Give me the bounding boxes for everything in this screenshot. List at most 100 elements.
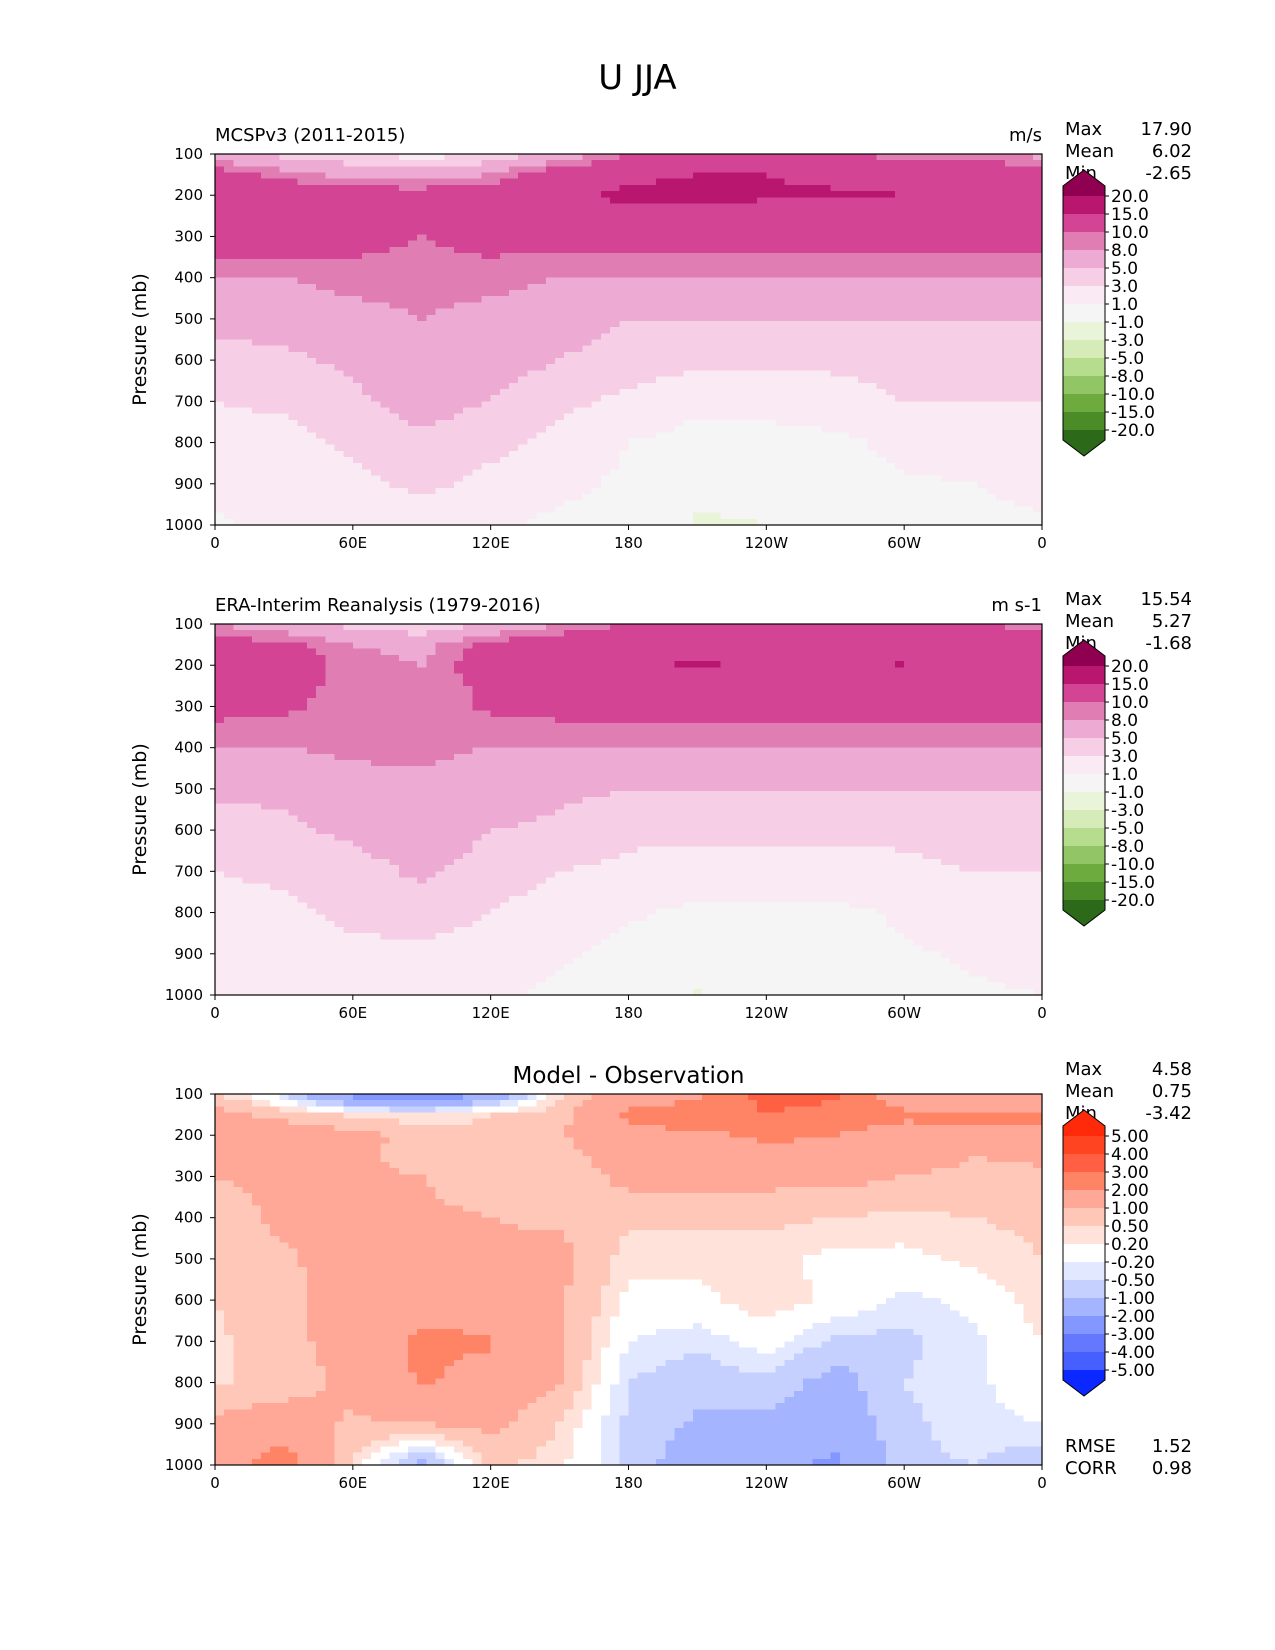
contour-cell xyxy=(389,339,400,347)
contour-cell xyxy=(316,259,326,266)
contour-cell xyxy=(407,290,418,297)
contour-cell xyxy=(499,191,510,198)
contour-cell xyxy=(996,191,1006,198)
contour-cell xyxy=(1023,191,1034,198)
contour-cell xyxy=(913,401,924,409)
contour-cell xyxy=(453,234,464,242)
contour-cell xyxy=(996,395,1006,402)
contour-cell xyxy=(904,265,914,273)
contour-cell xyxy=(224,271,234,279)
contour-cell xyxy=(1032,376,1043,384)
contour-cell xyxy=(803,228,813,235)
contour-cell xyxy=(885,252,896,260)
contour-cell xyxy=(1014,259,1025,266)
contour-cell xyxy=(757,197,767,205)
contour-cell xyxy=(674,450,685,458)
contour-cell xyxy=(325,395,336,402)
contour-cell xyxy=(380,259,391,266)
contour-cell xyxy=(1005,345,1016,353)
contour-cell xyxy=(215,413,225,421)
contour-cell xyxy=(398,240,409,248)
contour-cell xyxy=(757,463,767,470)
contour-cell xyxy=(564,308,574,316)
contour-cell xyxy=(444,327,455,334)
contour-cell xyxy=(922,265,933,273)
contour-cell xyxy=(692,438,703,446)
contour-cell xyxy=(904,178,914,186)
contour-cell xyxy=(1014,376,1025,384)
contour-cell xyxy=(674,456,685,464)
contour-cell xyxy=(885,191,896,198)
contour-cell xyxy=(389,487,400,495)
contour-cell xyxy=(996,252,1006,260)
contour-cell xyxy=(738,314,749,322)
contour-cell xyxy=(352,370,363,378)
contour-cell xyxy=(490,438,501,446)
contour-cell xyxy=(720,444,731,452)
contour-cell xyxy=(352,376,363,384)
contour-cell xyxy=(775,320,786,328)
contour-cell xyxy=(316,184,326,192)
contour-cell xyxy=(527,327,538,334)
contour-cell xyxy=(325,407,336,415)
contour-cell xyxy=(215,178,225,186)
contour-cell xyxy=(444,228,455,235)
contour-cell xyxy=(968,382,979,390)
contour-cell xyxy=(453,438,464,446)
contour-cell xyxy=(711,450,721,458)
contour-cell xyxy=(334,314,345,322)
contour-cell xyxy=(931,308,942,316)
contour-cell xyxy=(407,481,418,489)
contour-cell xyxy=(343,252,354,260)
contour-cell xyxy=(334,290,345,297)
contour-cell xyxy=(830,426,841,433)
contour-cell xyxy=(297,320,308,328)
contour-cell xyxy=(711,407,721,415)
contour-cell xyxy=(867,166,878,174)
contour-cell xyxy=(812,320,823,328)
contour-cell xyxy=(444,382,455,390)
contour-cell xyxy=(729,370,740,378)
contour-cell xyxy=(766,487,777,495)
contour-cell xyxy=(435,160,446,167)
contour-cell xyxy=(426,259,437,266)
contour-cell xyxy=(481,333,492,341)
contour-cell xyxy=(463,444,473,452)
contour-cell xyxy=(435,333,446,341)
contour-cell xyxy=(242,290,253,297)
contour-cell xyxy=(1032,358,1043,365)
contour-cell xyxy=(325,166,336,174)
contour-cell xyxy=(334,487,345,495)
contour-cell xyxy=(674,184,685,192)
contour-cell xyxy=(407,184,418,192)
contour-cell xyxy=(499,339,510,347)
contour-cell xyxy=(766,240,777,248)
contour-cell xyxy=(803,364,813,372)
contour-cell xyxy=(463,469,473,477)
contour-cell xyxy=(628,215,639,223)
contour-cell xyxy=(940,450,951,458)
contour-cell xyxy=(940,444,951,452)
contour-cell xyxy=(297,475,308,483)
contour-cell xyxy=(233,277,244,285)
contour-cell xyxy=(977,203,988,211)
contour-cell xyxy=(830,419,841,427)
contour-cell xyxy=(224,277,234,285)
contour-cell xyxy=(784,240,795,248)
contour-cell xyxy=(334,277,345,285)
contour-cell xyxy=(711,395,721,402)
contour-cell xyxy=(545,456,556,464)
contour-cell xyxy=(803,401,813,409)
contour-cell xyxy=(426,290,437,297)
contour-cell xyxy=(417,290,427,297)
contour-cell xyxy=(582,178,593,186)
contour-cell xyxy=(885,172,896,180)
contour-cell xyxy=(453,469,464,477)
contour-cell xyxy=(692,277,703,285)
contour-cell xyxy=(922,432,933,440)
contour-cell xyxy=(242,413,253,421)
contour-cell xyxy=(444,395,455,402)
contour-cell xyxy=(1014,413,1025,421)
contour-cell xyxy=(747,246,758,254)
contour-cell xyxy=(665,395,676,402)
